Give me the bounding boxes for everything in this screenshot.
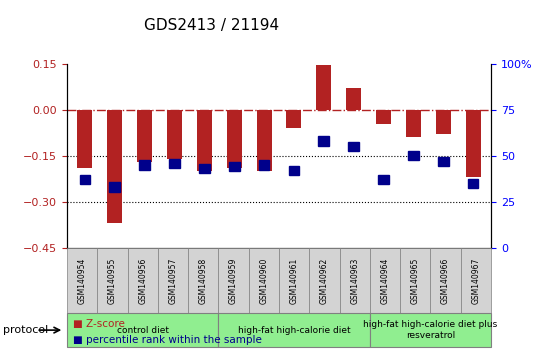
Bar [197,110,212,171]
Bar [137,110,152,162]
Bar [438,157,449,166]
Text: GSM140956: GSM140956 [138,257,147,304]
Text: control diet: control diet [117,326,169,335]
Bar [378,175,389,184]
Text: ■ percentile rank within the sample: ■ percentile rank within the sample [73,335,261,344]
Bar [436,110,451,134]
Bar [286,110,301,128]
Bar [107,110,122,223]
Text: high-fat high-calorie diet: high-fat high-calorie diet [238,326,350,335]
Text: GSM140966: GSM140966 [441,257,450,304]
Text: GSM140954: GSM140954 [78,257,86,304]
Bar [227,110,242,168]
Bar [140,160,150,170]
Text: GSM140961: GSM140961 [290,257,299,304]
Bar [257,110,272,171]
Bar [319,136,329,145]
Text: ■ Z-score: ■ Z-score [73,319,124,329]
Text: GSM140957: GSM140957 [169,257,177,304]
Text: GSM140958: GSM140958 [199,257,208,304]
Bar [346,88,361,110]
Bar [229,162,239,171]
Text: protocol: protocol [3,325,48,335]
Text: GSM140967: GSM140967 [472,257,480,304]
Bar [348,142,359,151]
Text: GSM140960: GSM140960 [259,257,268,304]
Text: GDS2413 / 21194: GDS2413 / 21194 [145,18,280,33]
Text: high-fat high-calorie diet plus
resveratrol: high-fat high-calorie diet plus resverat… [363,320,498,340]
Text: GSM140962: GSM140962 [320,257,329,304]
Text: GSM140955: GSM140955 [108,257,117,304]
Bar [167,110,182,159]
Text: GSM140963: GSM140963 [350,257,359,304]
Bar [199,164,210,173]
Bar [406,110,421,137]
Bar [316,65,331,110]
Bar [288,166,299,175]
Bar [408,151,418,160]
Bar [259,160,270,170]
Text: GSM140964: GSM140964 [381,257,389,304]
Text: GSM140965: GSM140965 [411,257,420,304]
Bar [169,159,180,168]
Bar [468,179,479,188]
Text: GSM140959: GSM140959 [229,257,238,304]
Bar [109,182,120,192]
Bar [79,175,90,184]
Bar [376,110,391,124]
Bar [466,110,480,177]
Bar [78,110,92,168]
